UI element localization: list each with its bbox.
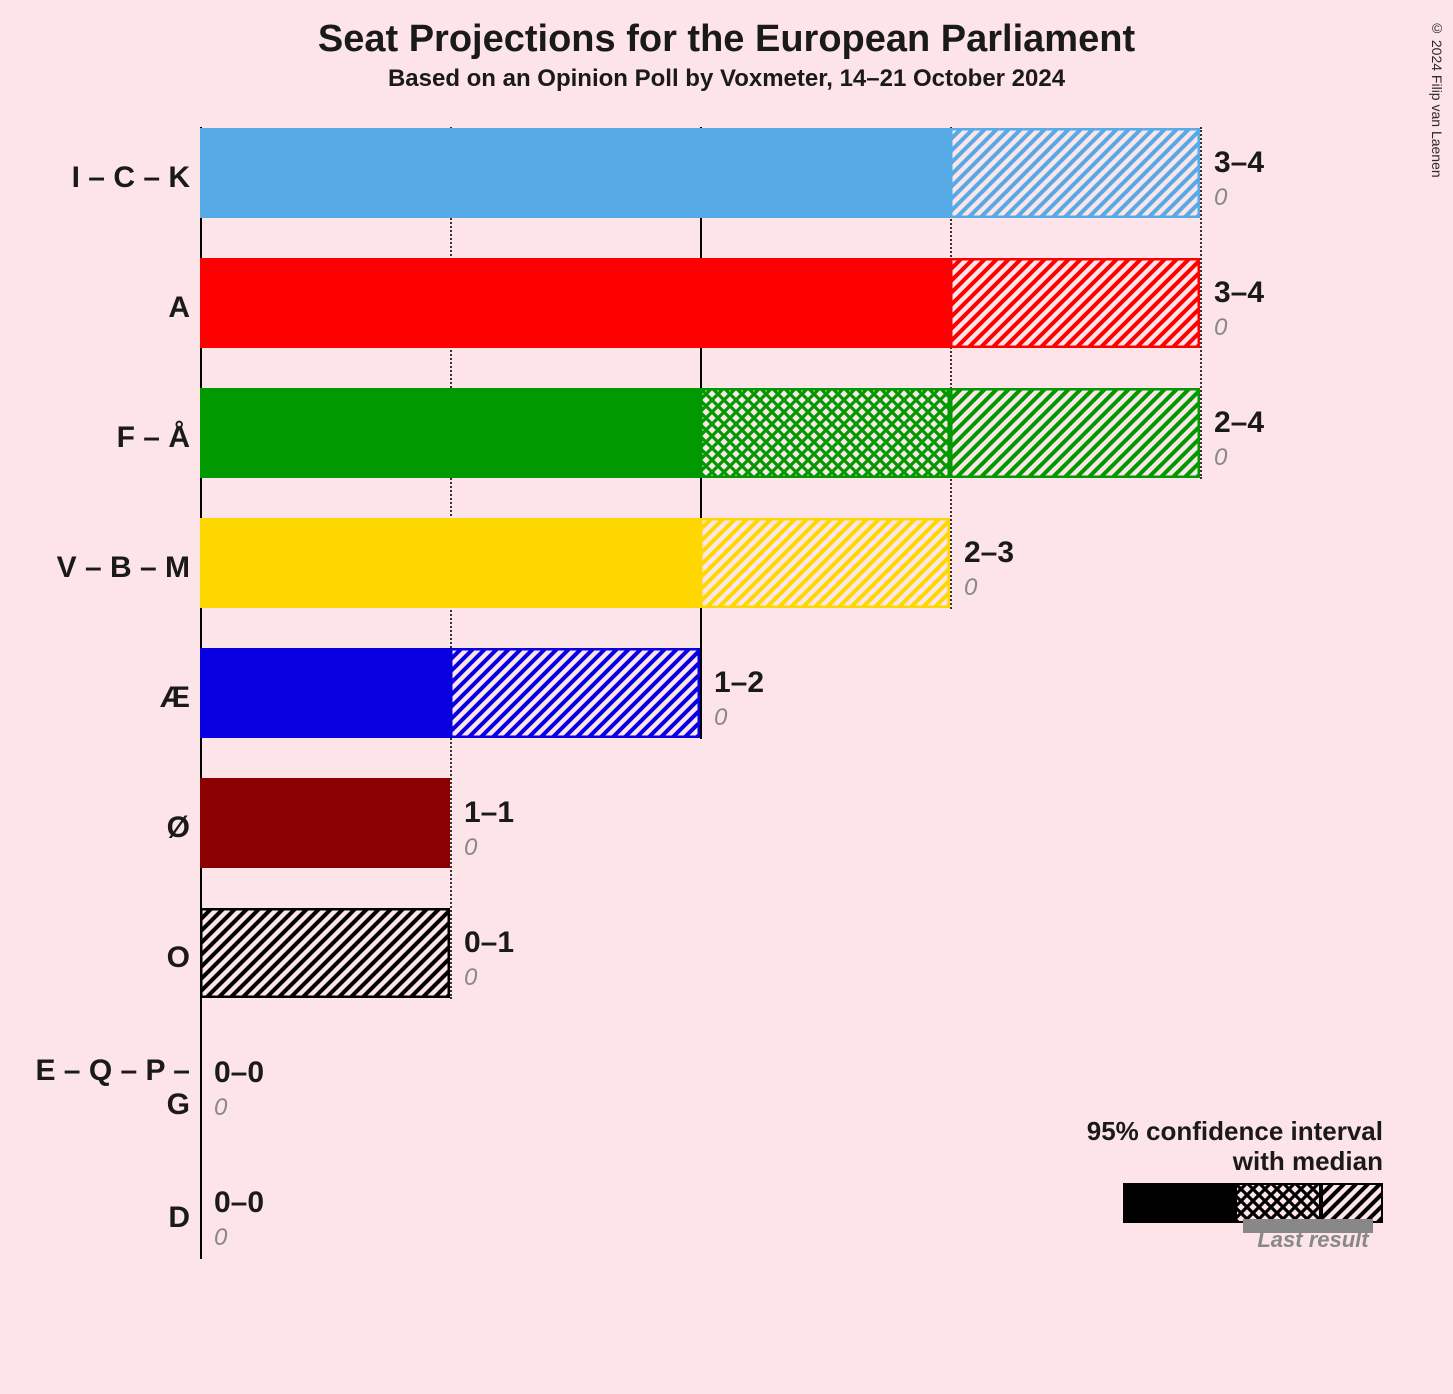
bar-row: A3–40: [200, 243, 1393, 373]
bar-solid: [200, 388, 700, 478]
last-result-label: 0: [714, 704, 727, 732]
range-label: 3–4: [1214, 146, 1264, 180]
bar-cross: [700, 388, 950, 478]
bar-solid: [200, 518, 700, 608]
legend-bar: [1123, 1183, 1383, 1223]
bar-diag: [950, 258, 1200, 348]
range-label: 1–2: [714, 666, 764, 700]
last-result-label: 0: [1214, 314, 1227, 342]
bar-solid: [200, 778, 450, 868]
chart-subtitle: Based on an Opinion Poll by Voxmeter, 14…: [0, 65, 1453, 93]
range-label: 0–0: [214, 1056, 264, 1090]
category-label: O: [5, 941, 190, 975]
seat-projection-chart: I – C – K3–40A3–40F – Å2–40V – B – M2–30…: [200, 113, 1393, 1313]
bar-diag: [200, 908, 450, 998]
legend-title: 95% confidence interval with median: [1087, 1117, 1383, 1177]
chart-title: Seat Projections for the European Parlia…: [0, 0, 1453, 61]
last-result-label: 0: [464, 964, 477, 992]
last-result-label: 0: [214, 1224, 227, 1252]
legend: 95% confidence interval with median Last…: [1087, 1117, 1383, 1253]
last-result-label: 0: [1214, 184, 1227, 212]
copyright-text: © 2024 Filip van Laenen: [1429, 20, 1445, 178]
range-label: 2–4: [1214, 406, 1264, 440]
range-label: 2–3: [964, 536, 1014, 570]
bar-row: Ø1–10: [200, 763, 1393, 893]
last-result-label: 0: [1214, 444, 1227, 472]
category-label: D: [5, 1201, 190, 1235]
bar-row: Æ1–20: [200, 633, 1393, 763]
range-label: 1–1: [464, 796, 514, 830]
bar-solid: [200, 128, 950, 218]
category-label: Æ: [5, 681, 190, 715]
category-label: E – Q – P – G: [5, 1054, 190, 1122]
bar-row: F – Å2–40: [200, 373, 1393, 503]
last-result-label: 0: [214, 1094, 227, 1122]
range-label: 0–1: [464, 926, 514, 960]
bar-row: I – C – K3–40: [200, 113, 1393, 243]
bar-diag: [700, 518, 950, 608]
category-label: V – B – M: [5, 551, 190, 585]
bar-diag: [450, 648, 700, 738]
range-label: 3–4: [1214, 276, 1264, 310]
bar-solid: [200, 258, 950, 348]
range-label: 0–0: [214, 1186, 264, 1220]
bar-row: O0–10: [200, 893, 1393, 1023]
bar-row: V – B – M2–30: [200, 503, 1393, 633]
category-label: A: [5, 291, 190, 325]
bar-solid: [200, 648, 450, 738]
category-label: Ø: [5, 811, 190, 845]
last-result-label: 0: [464, 834, 477, 862]
category-label: F – Å: [5, 421, 190, 455]
bar-diag: [950, 128, 1200, 218]
last-result-label: 0: [964, 574, 977, 602]
bar-diag: [950, 388, 1200, 478]
category-label: I – C – K: [5, 161, 190, 195]
